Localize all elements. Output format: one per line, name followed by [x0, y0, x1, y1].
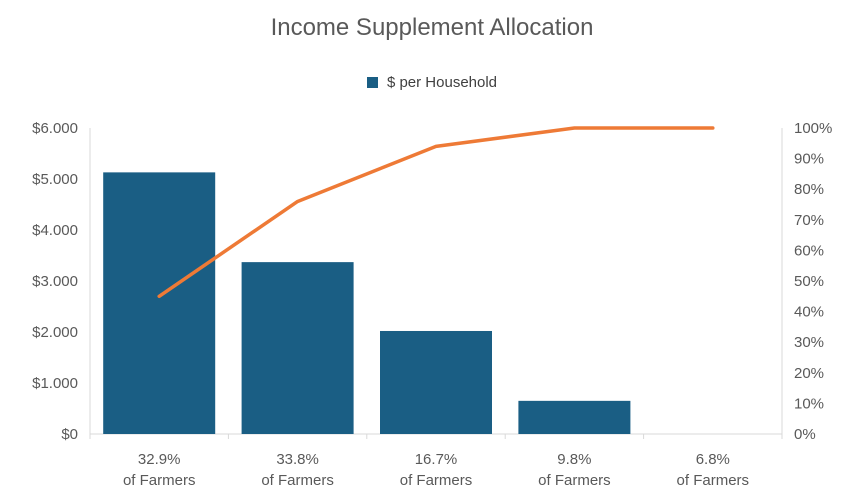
- y-right-tick-label: 60%: [794, 242, 824, 259]
- bar: [241, 262, 354, 434]
- y-right-tick-label: 0%: [794, 426, 816, 443]
- y-right-tick-label: 80%: [794, 181, 824, 198]
- y-left-tick-label: $1.000: [32, 375, 78, 392]
- x-category-label: of Farmers: [400, 472, 473, 489]
- legend-swatch-icon: [366, 77, 378, 88]
- y-right-tick-label: 70%: [794, 212, 824, 229]
- y-left-tick-label: $3.000: [32, 273, 78, 290]
- x-category-label: 6.8%: [696, 451, 730, 468]
- y-left-tick-label: $0: [61, 426, 78, 443]
- y-right-tick-label: 30%: [794, 334, 824, 351]
- x-category-label: 33.8%: [276, 451, 319, 468]
- y-left-tick-label: $4.000: [32, 222, 78, 239]
- bar: [518, 400, 631, 434]
- y-right-tick-label: 40%: [794, 304, 824, 321]
- x-category-label: 32.9%: [138, 451, 181, 468]
- x-category-label: of Farmers: [123, 472, 196, 489]
- y-left-tick-label: $5.000: [32, 171, 78, 188]
- x-category-label: 16.7%: [415, 451, 458, 468]
- y-left-tick-label: $2.000: [32, 324, 78, 341]
- y-right-tick-label: 50%: [794, 273, 824, 290]
- x-category-label: 9.8%: [557, 451, 591, 468]
- y-right-tick-label: 10%: [794, 395, 824, 412]
- line-series: [157, 126, 715, 299]
- x-category-label: of Farmers: [538, 472, 611, 489]
- y-right-tick-label: 90%: [794, 151, 824, 168]
- legend: $ per Household: [0, 74, 864, 91]
- y-left-tick-label: $6.000: [32, 120, 78, 137]
- legend-label: $ per Household: [386, 74, 498, 91]
- y-right-tick-label: 100%: [794, 120, 832, 137]
- x-category-label: of Farmers: [677, 472, 750, 489]
- bar: [380, 330, 492, 434]
- bar: [103, 172, 216, 434]
- y-right-tick-label: 20%: [794, 365, 824, 382]
- chart-title: Income Supplement Allocation: [270, 14, 594, 41]
- x-category-label: of Farmers: [261, 472, 334, 489]
